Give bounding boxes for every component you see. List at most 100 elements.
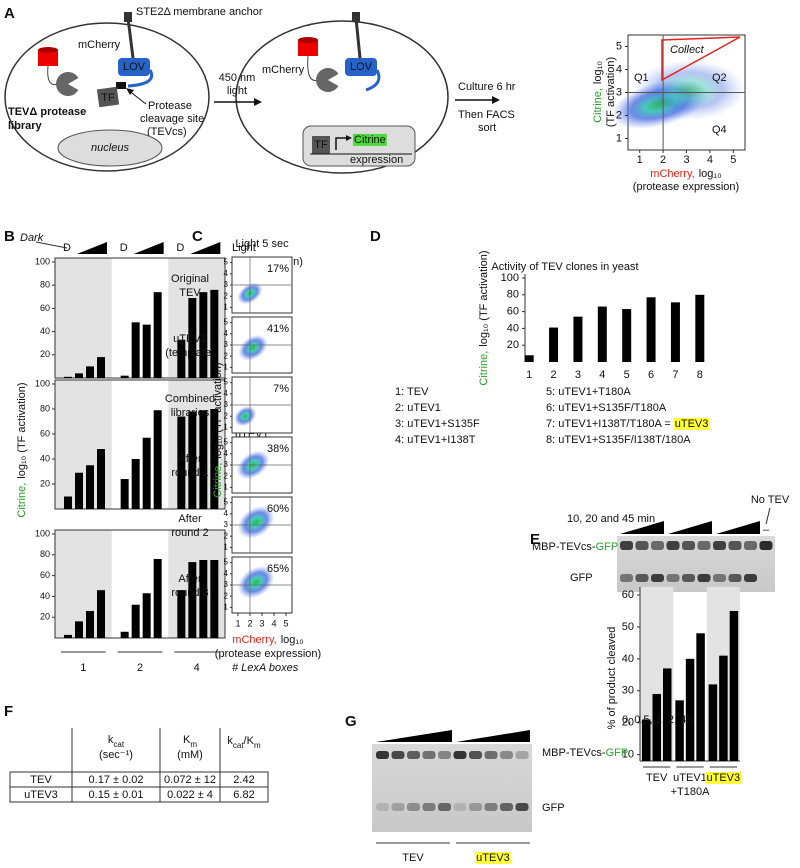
y-tick-label: 5 [224,558,229,567]
table-cell: TEV [30,774,52,786]
x-tick-label: 6 [648,369,654,381]
gel-band [422,803,436,811]
promoter [335,137,348,150]
band-label: GFP [542,802,565,814]
legend-entry: 8: uTEV1+S135F/I138T/180A [546,434,691,446]
bar [675,700,684,761]
label: nucleus [91,142,129,154]
y-tick-label: 1 [616,132,622,144]
x-tick-label: 4 [271,618,276,628]
band-label: MBP-TEVcs-GFP [542,747,628,759]
label: Q2 [712,72,727,84]
y-tick-label: 5 [224,318,229,327]
y-tick-label: 4 [224,449,229,458]
gel-band [697,541,711,550]
bar [597,306,607,362]
label: sort [478,122,496,134]
gel-band [713,574,726,582]
label: mCherry [78,39,121,51]
gel-band [500,751,513,759]
legend-entry: 5: uTEV1+T180A [546,386,631,398]
frame [54,257,226,379]
gel-band [376,803,389,811]
label-part: /K [244,735,255,747]
y-tick-label: 40 [40,591,50,601]
tf [312,136,330,154]
bar [663,668,672,761]
bar [652,693,661,761]
legend-highlight: uTEV3 [675,418,709,430]
y-axis-label: Citrine, log₁₀ (TF activation) [16,382,28,517]
label: No TEV [751,494,790,506]
label: Then FACS [458,109,515,121]
anchor [126,17,135,59]
column-header: kcat/Km [227,735,261,750]
band-label: GFP [570,572,593,584]
gel-band [515,751,529,759]
cloud [237,565,275,599]
label-part: k [227,735,233,747]
bar [131,604,140,638]
y-axis-label: % of product cleaved [606,627,618,730]
cleavage-site [116,82,126,89]
y-tick-label: 60 [40,570,50,580]
lov-linker [127,69,154,88]
label-part: Citrine, [16,483,28,518]
table-cell: 6.82 [233,789,254,801]
bar [131,322,140,378]
y-tick-label: 2 [224,411,229,420]
highlight [673,417,710,430]
bar [199,292,208,378]
cloud [635,60,745,120]
gel-band [484,751,498,759]
bar [188,297,197,378]
x-tick-label: 5 [624,369,630,381]
gel-band [422,751,436,759]
bar [86,610,94,638]
label: – [763,524,770,536]
bar [573,316,583,362]
label-part: log₁₀ (TF activation) [212,362,224,458]
label-part: log₁₀ [281,634,304,646]
arrow-head [254,98,262,106]
x-tick-label: 1 [235,618,240,628]
label-part: m [190,740,197,749]
x-tick-label: 2 [660,154,666,166]
gel-band [744,574,757,582]
panel-title: Light 5 sec [235,238,289,250]
y-tick-label: 100 [35,378,50,388]
y-tick-label: 60 [622,589,634,601]
bar [142,593,151,638]
percent-label: 7% [273,383,289,395]
y-tick-label: 2 [224,291,229,300]
gel-band [620,541,633,550]
label: library [8,120,43,132]
y-tick-label: 20 [40,349,50,359]
bar [86,465,94,509]
legend-entry: 4: uTEV1+I138T [395,434,476,446]
row-label: After [178,453,202,465]
nucleus-box [302,125,416,167]
y-tick-label: 50 [622,621,634,633]
anchor [354,17,362,59]
label: STE2Δ membrane anchor [136,6,263,18]
table-cell: 0.022 ± 4 [167,789,213,801]
band-label: MBP-TEVcs-GFP [532,541,618,553]
y-tick-label: 40 [622,653,634,665]
bar [153,410,162,509]
gel-band [438,751,451,759]
bar [86,366,94,378]
anchor-head [124,12,132,22]
cloud [237,505,275,539]
row-label: Combined [165,393,215,405]
bar [670,302,680,362]
label: 10, 20 and 45 min [567,513,655,525]
bar [177,590,186,638]
y-tick-label: 80 [40,280,50,290]
bar [142,324,151,378]
label-part: GFP [606,747,629,759]
label: TF [314,139,328,151]
bar [210,560,219,638]
bar [524,355,534,362]
gel-band [666,574,680,582]
